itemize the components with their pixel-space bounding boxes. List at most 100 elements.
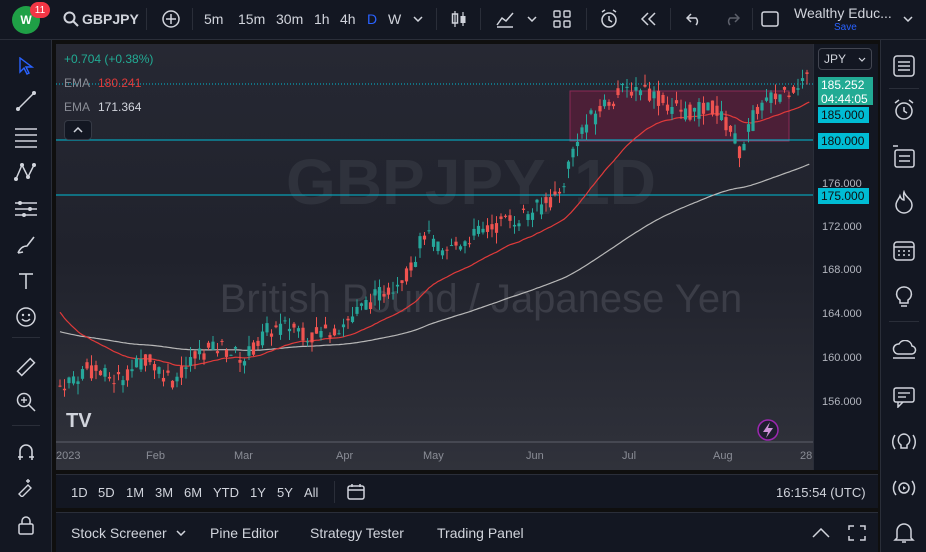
interval-w[interactable]: W	[388, 11, 402, 27]
layout-name[interactable]: Wealthy Educ...	[794, 5, 892, 21]
candle-body	[620, 84, 625, 86]
interval-5m[interactable]: 5m	[204, 11, 224, 27]
redo-icon[interactable]	[722, 0, 742, 38]
candle-body	[679, 109, 683, 112]
interval-4h[interactable]: 4h	[340, 11, 356, 27]
candle-body	[751, 110, 755, 131]
current-price-tag: 185.252 04:44:05	[818, 77, 873, 106]
broadcast-icon[interactable]	[890, 474, 918, 502]
candle-body	[733, 133, 737, 144]
add-symbol-icon[interactable]	[160, 0, 182, 38]
candle-body	[161, 377, 166, 382]
clock-readout[interactable]: 16:15:54 (UTC)	[776, 484, 866, 500]
interval-1h[interactable]: 1h	[314, 11, 330, 27]
candle-body	[359, 303, 364, 306]
level-tag-175: 175.000	[818, 188, 869, 204]
brush-icon[interactable]	[12, 231, 40, 259]
range-6m[interactable]: 6M	[184, 484, 203, 500]
range-5d[interactable]: 5D	[98, 484, 115, 500]
candle-body	[377, 287, 382, 301]
range-3m[interactable]: 3M	[155, 484, 174, 500]
range-ytd[interactable]: YTD	[213, 484, 239, 500]
goto-date-icon[interactable]	[346, 475, 366, 509]
maximize-panel-icon[interactable]	[848, 513, 866, 552]
candle-body	[296, 328, 301, 332]
undo-icon[interactable]	[684, 0, 704, 38]
tab-pine-editor[interactable]: Pine Editor	[210, 525, 279, 541]
candle-body	[440, 250, 445, 256]
magnet-icon[interactable]	[12, 438, 40, 466]
chevron-down-icon[interactable]	[412, 0, 424, 38]
alarm-clock-icon[interactable]	[890, 96, 918, 124]
pattern-icon[interactable]	[12, 158, 40, 186]
candle-body	[562, 186, 566, 188]
range-1m[interactable]: 1M	[126, 484, 145, 500]
candle-body	[638, 90, 643, 96]
interval-30m[interactable]: 30m	[276, 11, 304, 27]
chat-icon[interactable]	[890, 383, 918, 411]
trend-line-icon[interactable]	[12, 87, 40, 115]
tab-trading-panel[interactable]: Trading Panel	[437, 525, 524, 541]
lock-drawing-icon[interactable]	[12, 473, 40, 501]
range-1y[interactable]: 1Y	[250, 484, 266, 500]
supply-zone-rectangle[interactable]	[569, 90, 790, 142]
prediction-icon[interactable]	[12, 195, 40, 223]
y-tick-label: 156.000	[822, 396, 862, 408]
lock-icon[interactable]	[12, 511, 40, 539]
candle-body	[58, 385, 62, 387]
candle-body	[692, 107, 697, 112]
zoom-in-icon[interactable]	[12, 388, 40, 416]
symbol-search-button[interactable]: GBPJPY	[82, 11, 139, 27]
save-button[interactable]: Save	[834, 21, 857, 33]
calendar-icon[interactable]	[890, 236, 918, 264]
ema-slow-value: 171.364	[98, 100, 142, 114]
lightning-icon[interactable]	[757, 419, 779, 441]
interval-d[interactable]: D	[367, 11, 378, 27]
emoji-icon[interactable]	[12, 303, 40, 331]
candle-body	[382, 293, 386, 297]
cursor-icon[interactable]	[12, 52, 40, 80]
chevron-down-icon[interactable]	[176, 513, 188, 552]
candle-body	[274, 325, 278, 328]
range-1d[interactable]: 1D	[71, 484, 88, 500]
price-axis[interactable]: JPY 176.000 172.000 168.000 164.000 160.…	[813, 44, 878, 470]
candle-body	[769, 92, 773, 103]
candle-body	[98, 370, 103, 376]
ruler-icon[interactable]	[12, 353, 40, 381]
text-icon[interactable]	[12, 267, 40, 295]
streams-icon[interactable]	[890, 337, 918, 365]
candle-body	[148, 354, 152, 363]
chart-pane[interactable]: GBPJPY, 1D British Pound / Japanese Yen …	[56, 44, 878, 470]
watermark-description: British Pound / Japanese Yen	[220, 277, 743, 321]
watchlist-icon[interactable]	[890, 52, 918, 80]
collapse-legend-button[interactable]	[64, 120, 92, 140]
ideas-stream-icon[interactable]	[890, 428, 918, 456]
notifications-bell-icon[interactable]	[890, 518, 918, 546]
price-chart[interactable]: GBPJPY, 1D British Pound / Japanese Yen …	[56, 44, 878, 470]
ideas-lightbulb-icon[interactable]	[890, 283, 918, 311]
search-icon[interactable]	[62, 0, 80, 38]
candle-body	[368, 302, 373, 310]
hotlist-fire-icon[interactable]	[890, 188, 918, 216]
x-tick-label: May	[423, 450, 444, 462]
tab-strategy-tester[interactable]: Strategy Tester	[310, 525, 404, 541]
candles-icon[interactable]	[448, 0, 470, 38]
fullscreen-icon[interactable]	[760, 0, 780, 38]
chevron-up-icon[interactable]	[812, 513, 830, 552]
alert-clock-icon[interactable]	[598, 0, 620, 38]
interval-15m[interactable]: 15m	[238, 11, 266, 27]
replay-icon[interactable]	[638, 0, 658, 38]
fib-retracement-icon[interactable]	[12, 123, 40, 151]
chevron-down-icon[interactable]	[902, 0, 914, 38]
range-5y[interactable]: 5Y	[277, 484, 293, 500]
tab-stock-screener[interactable]: Stock Screener	[71, 525, 167, 541]
candle-body	[656, 90, 661, 106]
layout-grid-icon[interactable]	[552, 0, 572, 38]
range-all[interactable]: All	[304, 484, 319, 500]
candle-body	[485, 225, 490, 232]
currency-select[interactable]: JPY	[818, 48, 872, 70]
indicators-icon[interactable]	[494, 0, 516, 38]
candle-body	[233, 347, 238, 349]
chevron-down-icon[interactable]	[526, 0, 538, 38]
object-tree-icon[interactable]	[890, 143, 918, 171]
